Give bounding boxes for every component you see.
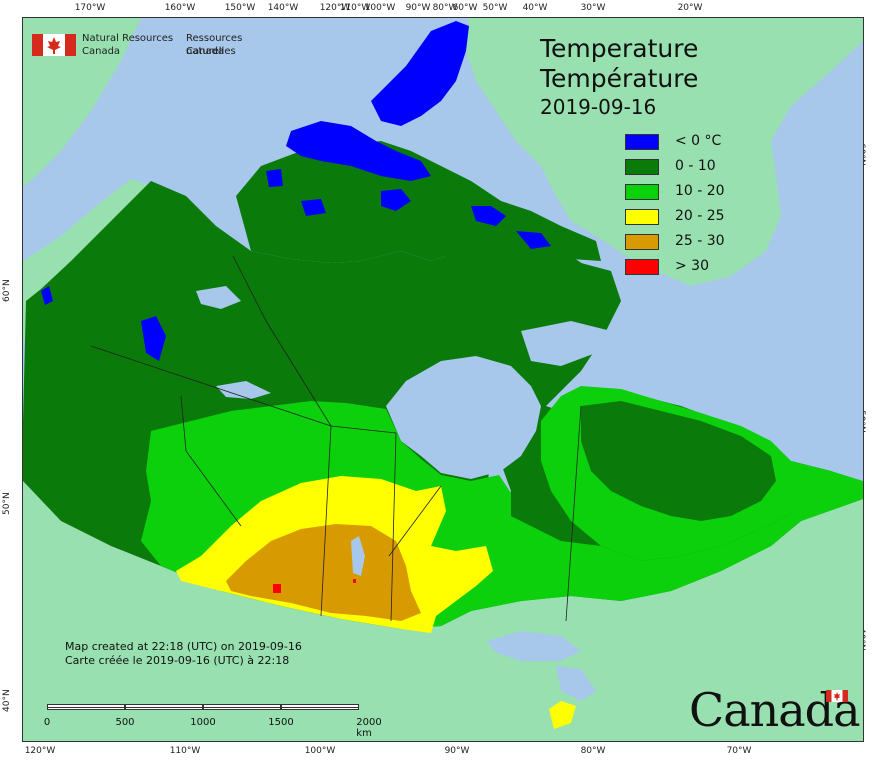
scale-midline [47,707,359,708]
agency-name-fr-line1: Ressources naturelles [186,33,243,57]
baffin-island [441,216,601,311]
graticule-label-top: 170°W [74,3,106,13]
wordmark-flag-icon [826,690,848,702]
graticule-label-top: 20°W [677,3,703,13]
legend-label: > 30 [675,258,709,274]
graticule-label-bottom: 100°W [304,746,336,756]
alaska-land [23,18,141,186]
graticule-label-top: 160°W [164,3,196,13]
map-canvas[interactable] [22,17,864,742]
scale-label: 2000 km [356,717,382,739]
lake-huron [556,666,596,701]
graticule-label-left: 50°N [2,492,12,515]
graticule-label-left: 40°N [2,689,12,712]
graticule-label-top: 140°W [267,3,299,13]
scale-bar: 0 500 1000 1500 2000 km [43,704,382,739]
graticule-label-top: 60°W [452,3,478,13]
temp-zone-below-0 [286,121,431,181]
legend-label: 20 - 25 [675,208,725,224]
canada-flag-icon [32,34,76,56]
temp-zone-below-0 [516,231,551,249]
graticule-label-top: 40°W [522,3,548,13]
legend-label: 0 - 10 [675,158,716,174]
legend-swatch [625,259,659,275]
lake-winnipeg [351,536,365,576]
temp-zone-above-30 [273,584,281,593]
great-slave-lake [216,381,271,399]
temp-zone-below-0 [41,286,53,305]
graticule-label-top: 30°W [580,3,606,13]
agency-name-en-line2: Canada [82,46,121,57]
graticule-label-top: 100°W [364,3,396,13]
scale-label: 0 [43,717,51,728]
legend-swatch [625,234,659,250]
temp-zone-0-10 [581,401,776,521]
provincial-boundaries [90,255,582,622]
graticule-label-top: 80°W [432,3,458,13]
graticule-label-top: 120°W [319,3,351,13]
temp-zone-below-0 [381,189,411,211]
graticule-label-top: 50°W [482,3,508,13]
scale-label: 1000 [190,717,216,728]
temp-zone-above-30 [353,579,356,583]
great-bear-lake [196,286,241,309]
graticule-label-bottom: 80°W [580,746,606,756]
agency-name-en-line1: Natural Resources [82,33,174,44]
legend-swatch [625,159,659,175]
graticule-label-top: 90°W [405,3,431,13]
map-date: 2019-09-16 [540,95,657,119]
graticule-label-bottom: 90°W [444,746,470,756]
temp-zone-below-0 [301,199,326,216]
temp-zone-below-0 [371,21,469,126]
greenland-island [801,23,841,71]
temp-zone-20-25 [549,701,576,729]
agency-name-fr-line2: Canada [186,46,225,57]
graticule-label-top: 150°W [224,3,256,13]
temp-zone-below-0 [141,316,166,361]
scale-label: 1500 [268,717,294,728]
title-english: Temperature [540,34,699,63]
map-title: Temperature Température 2019-09-16 [540,34,698,120]
credits-french: Carte créée le 2019-09-16 (UTC) à 22:18 [65,654,290,667]
legend-label: 10 - 20 [675,183,725,199]
temp-zone-below-0 [471,206,506,226]
legend-swatch [625,134,659,150]
legend-swatch [625,209,659,225]
legend-label: < 0 °C [675,133,722,149]
graticule-label-bottom: 110°W [169,746,201,756]
lake-superior [487,631,581,661]
temp-zone-below-0 [266,169,283,187]
title-french: Température [540,64,699,93]
graticule-label-left: 60°N [2,279,12,302]
agency-signature: Natural Resources Canada Ressources natu… [32,32,272,62]
usa-land [23,481,863,741]
greenland-land [466,18,863,286]
hudson-strait [521,321,611,366]
credits-english: Map created at 22:18 (UTC) on 2019-09-16 [65,640,302,653]
scale-label: 500 [115,717,135,728]
graticule-label-bottom: 120°W [24,746,56,756]
temperature-map [23,18,863,741]
hudson-bay [386,356,541,479]
legend-swatch [625,184,659,200]
graticule-label-top: 110°W [339,3,371,13]
map-credits: Map created at 22:18 (UTC) on 2019-09-16… [65,640,302,668]
legend-label: 25 - 30 [675,233,725,249]
graticule-label-bottom: 70°W [726,746,752,756]
